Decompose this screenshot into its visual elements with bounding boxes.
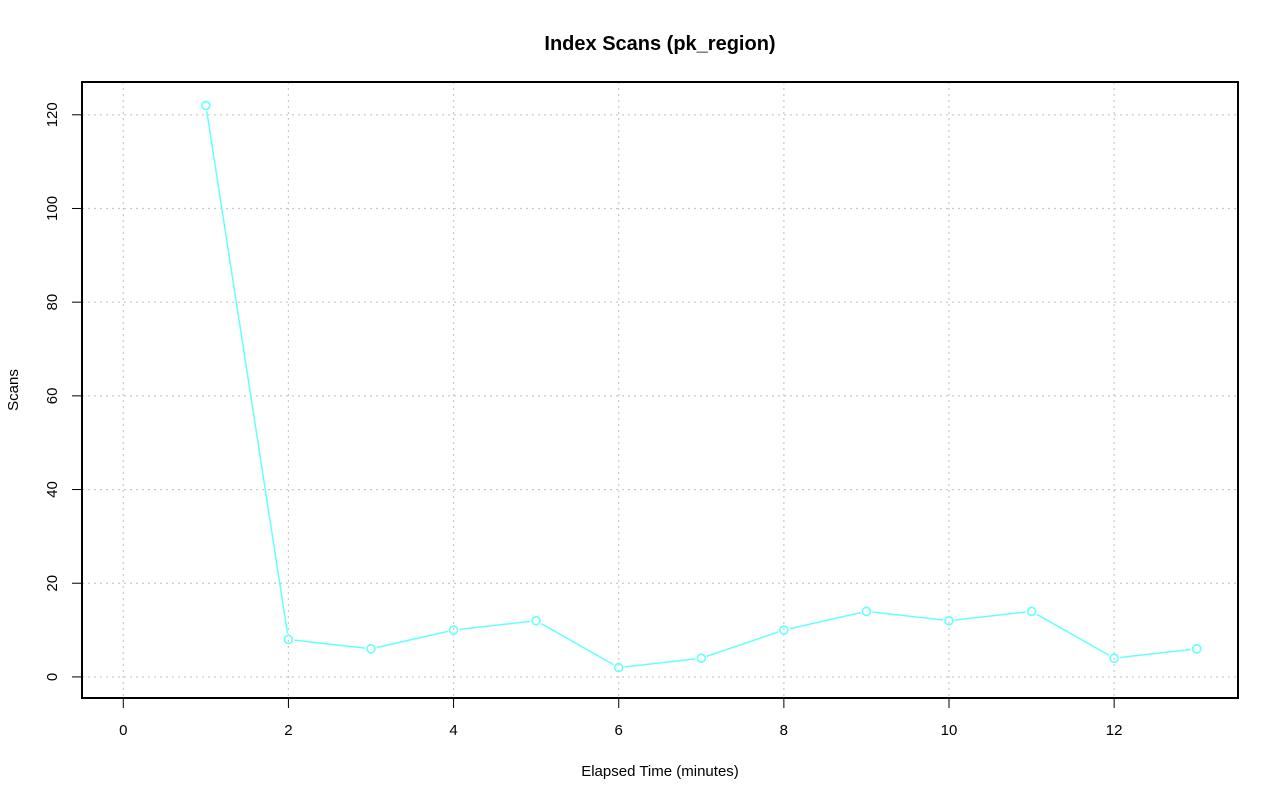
y-tick-label: 20 [44, 575, 61, 592]
data-point [1191, 644, 1202, 654]
series-line-segment [206, 111, 289, 634]
data-point [366, 644, 376, 654]
series-line-segment [376, 630, 448, 649]
data-point [696, 653, 707, 663]
y-tick-label: 0 [44, 673, 61, 681]
plot-frame [81, 81, 1239, 699]
data-point [201, 100, 211, 111]
chart-title: Index Scans (pk_region) [544, 33, 775, 55]
series-line-segment [1036, 613, 1110, 656]
y-tick-label: 120 [44, 102, 61, 127]
data-point [944, 615, 954, 626]
series-line-segment [789, 611, 861, 630]
x-tick-label: 6 [615, 722, 623, 739]
data-point [448, 625, 459, 635]
series-line-segment [1120, 648, 1191, 659]
x-tick-label: 10 [941, 722, 958, 739]
series-line-segment [954, 611, 1026, 621]
grid [82, 82, 1238, 698]
y-tick-label: 60 [44, 388, 61, 405]
y-tick-label: 100 [44, 196, 61, 221]
data-point [531, 615, 541, 626]
data-point [1109, 653, 1119, 663]
data-point [1026, 606, 1037, 617]
x-axis-label: Elapsed Time (minutes) [581, 763, 739, 780]
y-axis: 0 20 40 60 80 100 120 [44, 102, 83, 681]
series-line-segment [459, 620, 531, 631]
series-line-segment [706, 631, 779, 657]
x-axis: 0 2 4 6 8 10 12 [119, 697, 1123, 739]
x-tick-label: 8 [780, 722, 788, 739]
series-layer [201, 100, 1202, 673]
data-point [779, 625, 789, 635]
y-tick-label: 40 [44, 481, 61, 498]
x-tick-label: 2 [284, 722, 292, 739]
data-point [283, 634, 294, 645]
data-point [861, 606, 872, 617]
series-line-segment [872, 611, 944, 621]
x-tick-label: 4 [449, 722, 457, 739]
y-tick-label: 80 [44, 294, 61, 311]
series-line-segment [540, 623, 614, 666]
x-tick-label: 0 [119, 722, 127, 739]
data-point [613, 662, 624, 673]
x-tick-label: 12 [1106, 722, 1123, 739]
y-axis-label: Scans [5, 369, 22, 411]
series-line-segment [624, 658, 696, 668]
series-line-segment [294, 639, 366, 649]
